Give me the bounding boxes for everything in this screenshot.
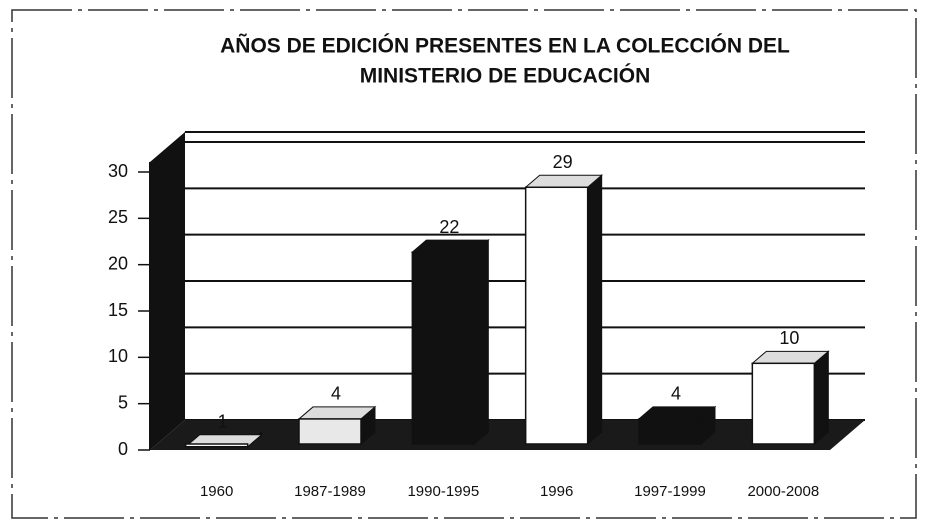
data-label: 4 [331, 384, 341, 404]
bar-top [410, 239, 490, 253]
data-label: 4 [671, 384, 681, 404]
y-tick-label: 0 [118, 439, 128, 459]
x-tick-label: 1960 [200, 483, 233, 500]
bar-top [750, 350, 830, 364]
frame [11, 9, 917, 519]
y-tick-label: 5 [118, 392, 128, 412]
bar [184, 443, 249, 448]
side-wall [150, 132, 185, 450]
bar [411, 251, 476, 445]
x-tick-label: 1996 [540, 483, 573, 500]
bar [751, 362, 816, 445]
y-tick-label: 10 [108, 346, 128, 366]
bar-side [813, 350, 829, 446]
bar [638, 418, 702, 445]
chart-title: MINISTERIO DE EDUCACIÓN [360, 64, 651, 88]
data-label: 29 [553, 152, 573, 172]
x-tick-label: 2000-2008 [747, 483, 819, 500]
data-label: 10 [779, 328, 799, 348]
bar-top [297, 406, 377, 420]
y-tick-label: 15 [108, 300, 128, 320]
bar-top [637, 406, 717, 420]
y-tick-label: 20 [108, 253, 128, 273]
bar [524, 186, 589, 445]
x-tick-label: 1990-1995 [407, 483, 479, 500]
bar-side [587, 174, 603, 446]
data-label: 22 [439, 217, 459, 237]
bar-top [524, 174, 604, 188]
bar [298, 418, 362, 445]
chart-title: AÑOS DE EDICIÓN PRESENTES EN LA COLECCIÓ… [220, 34, 790, 58]
bar-side [473, 239, 489, 446]
y-tick-label: 30 [108, 161, 128, 181]
x-tick-label: 1987-1989 [294, 483, 366, 500]
data-label: 1 [218, 411, 228, 431]
x-tick-label: 1997-1999 [634, 483, 706, 500]
y-tick-label: 25 [108, 207, 128, 227]
